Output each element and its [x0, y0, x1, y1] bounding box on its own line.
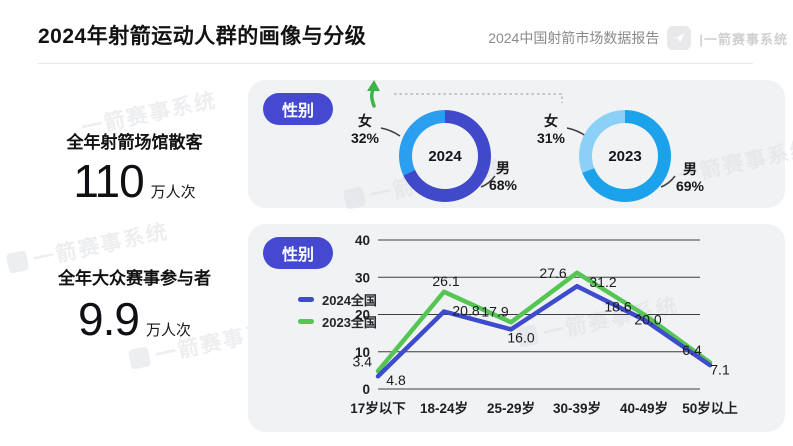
donut-2024-female-label: 女 32% [350, 113, 380, 146]
svg-text:4.8: 4.8 [386, 372, 406, 388]
svg-text:50岁以上: 50岁以上 [682, 400, 738, 416]
stat-participants-number: 9.9 [78, 293, 140, 345]
svg-text:40: 40 [355, 233, 370, 248]
trend-up-arrow-icon [367, 80, 380, 108]
stat-participants-label: 全年大众赛事参与者 [58, 269, 211, 288]
stat-visitors-value: 110 万人次 [22, 154, 247, 208]
stat-visitors-number: 110 [73, 155, 144, 207]
legend-label-2024: 2024全国 [322, 293, 377, 308]
page-title: 2024年射箭运动人群的画像与分级 [38, 25, 367, 48]
legend-label-2023: 2023全国 [322, 315, 377, 330]
donut-2023-male-label: 男 69% [675, 161, 705, 194]
gender-badge: 性别 [263, 93, 333, 125]
donut-hole [592, 123, 658, 189]
header-divider [38, 63, 753, 64]
svg-text:30: 30 [355, 270, 370, 285]
legend-marker-2023 [298, 319, 314, 324]
svg-text:25-29岁: 25-29岁 [487, 400, 535, 416]
svg-text:20.0: 20.0 [634, 312, 661, 328]
stat-participants-value: 9.9 万人次 [22, 292, 247, 346]
svg-text:18.6: 18.6 [604, 299, 631, 315]
age-panel: 一箭赛事系统 性别 2024全国 2023全国 0 10 20 30 40 17岁以下 18… [248, 224, 785, 432]
report-subtitle: 2024中国射箭市场数据报告 [488, 30, 660, 46]
svg-text:6.4: 6.4 [682, 342, 702, 358]
stat-participants-unit: 万人次 [145, 322, 191, 339]
legend-marker-2024 [298, 297, 314, 302]
svg-text:31.2: 31.2 [589, 274, 616, 290]
donut-2024-year-label: 2024 [428, 147, 462, 165]
gender-panel: 一箭赛事系统 一箭赛事系统 性别 2024 女32% 男68% [248, 80, 793, 210]
legend-2023: 2023全国 [298, 312, 377, 331]
svg-text:18-24岁: 18-24岁 [420, 400, 468, 416]
svg-text:16.0: 16.0 [507, 329, 534, 345]
svg-text:40-49岁: 40-49岁 [620, 400, 668, 416]
donut-2023: 2023 [579, 110, 671, 202]
svg-text:17.9: 17.9 [481, 303, 508, 319]
watermark-logo-icon [342, 186, 367, 210]
donut-hole [412, 123, 478, 189]
svg-text:7.1: 7.1 [710, 362, 730, 378]
brand-name: |一箭赛事系统 [699, 31, 788, 47]
svg-text:20.8: 20.8 [452, 303, 479, 319]
svg-text:27.6: 27.6 [539, 265, 566, 281]
svg-text:20: 20 [355, 308, 370, 323]
donut-2024-male-label: 男 68% [488, 160, 518, 193]
svg-text:17岁以下: 17岁以下 [350, 400, 406, 416]
comparison-dashed-line [394, 93, 563, 103]
age-panel-badge: 性别 [263, 237, 333, 269]
svg-text:30-39岁: 30-39岁 [553, 400, 601, 416]
donut-2023-year-label: 2023 [608, 147, 642, 165]
svg-text:26.1: 26.1 [432, 273, 459, 289]
header-right: 2024中国射箭市场数据报告 |一箭赛事系统 [488, 26, 788, 50]
donut-2024: 2024 [399, 110, 491, 202]
donut-2023-female-label: 女 31% [536, 113, 566, 146]
stat-visitors-unit: 万人次 [150, 184, 196, 201]
legend-2024: 2024全国 [298, 290, 377, 309]
age-line-chart: 0 10 20 30 40 17岁以下 18-24岁 25-29岁 30-39岁 40-49岁 50… [350, 233, 738, 416]
arrow-logo-icon [674, 33, 685, 43]
watermark-logo-icon [127, 346, 152, 370]
svg-text:3.4: 3.4 [353, 353, 373, 369]
brand-logo [667, 26, 692, 50]
svg-text:10: 10 [355, 345, 370, 360]
stat-visitors-label: 全年射箭场馆散客 [66, 133, 203, 152]
svg-text:0: 0 [362, 382, 370, 397]
